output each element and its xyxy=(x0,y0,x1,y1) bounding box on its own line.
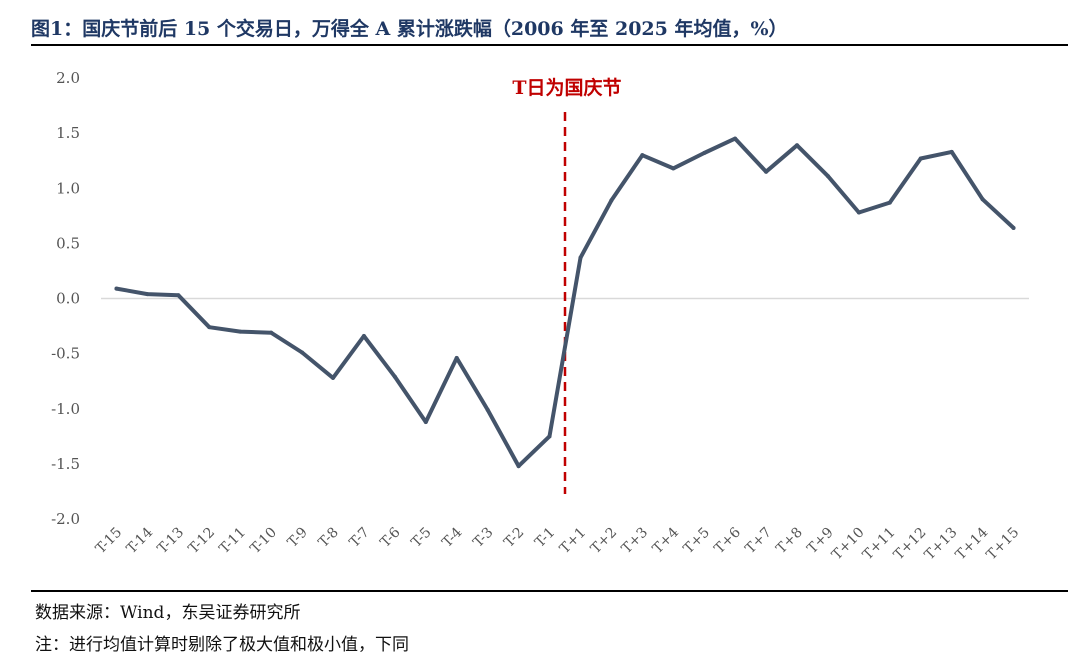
series-line xyxy=(114,136,1016,469)
data-point xyxy=(516,464,521,469)
data-point xyxy=(825,174,830,179)
data-point xyxy=(856,210,861,215)
data-point xyxy=(795,143,799,148)
y-tick-label: 1.0 xyxy=(56,179,80,197)
data-point xyxy=(918,156,923,161)
x-tick-label: T+3 xyxy=(619,525,652,558)
data-point xyxy=(578,255,583,260)
data-point xyxy=(331,375,335,380)
x-tick-label: T-5 xyxy=(408,525,434,551)
x-tick-label: T+15 xyxy=(984,525,1023,564)
y-tick-label: -1.5 xyxy=(51,455,80,473)
data-point xyxy=(454,356,459,361)
x-tick-label: T+7 xyxy=(742,525,775,558)
x-tick-label: T+13 xyxy=(922,525,961,564)
x-tick-label: T+1 xyxy=(557,525,590,558)
x-tick-label: T-6 xyxy=(377,524,403,550)
x-tick-label: T+6 xyxy=(711,524,744,557)
data-point xyxy=(547,434,552,439)
x-tick-label: T+4 xyxy=(650,524,683,557)
data-point xyxy=(887,200,892,205)
x-tick-label: T+10 xyxy=(829,525,868,564)
bottom-divider xyxy=(31,590,1068,592)
data-point xyxy=(114,286,119,291)
x-tick-label: T+5 xyxy=(681,525,714,558)
x-tick-label: T-14 xyxy=(124,524,157,557)
data-point xyxy=(980,197,985,202)
data-source-note: 数据来源：Wind，东吴证券研究所 xyxy=(35,603,301,623)
x-tick-label: T-1 xyxy=(532,525,558,551)
x-tick-label: T+8 xyxy=(773,525,806,558)
y-tick-label: 0.5 xyxy=(56,234,80,252)
y-tick-label: 2.0 xyxy=(56,69,80,87)
data-point xyxy=(238,329,243,334)
data-point xyxy=(207,325,212,330)
x-tick-label: T+14 xyxy=(953,524,992,563)
x-tick-label: T-10 xyxy=(247,525,280,558)
data-point xyxy=(949,149,954,154)
data-point xyxy=(702,150,707,155)
y-tick-label: -2.0 xyxy=(51,510,80,528)
top-divider xyxy=(31,44,1068,46)
x-tick-label: T-8 xyxy=(316,525,342,551)
x-tick-label: T-2 xyxy=(501,525,527,551)
x-tick-label: T-3 xyxy=(470,525,496,551)
x-tick-label: T-15 xyxy=(93,525,126,558)
x-tick-label: T-4 xyxy=(439,524,465,550)
data-point xyxy=(392,374,397,379)
data-point xyxy=(300,350,305,355)
data-point xyxy=(423,419,428,424)
chart-title: 图1：国庆节前后 15 个交易日，万得全 A 累计涨跌幅（2006 年至 202… xyxy=(31,18,788,40)
data-point xyxy=(361,333,366,338)
data-point xyxy=(485,407,490,412)
data-point xyxy=(640,153,645,158)
y-axis-ticks: 2.0 1.5 1.0 0.5 0.0 -0.5 -1.0 -1.5 -2.0 xyxy=(51,69,80,528)
line-chart: 2.0 1.5 1.0 0.5 0.0 -0.5 -1.0 -1.5 -2.0 T-15T-14… xyxy=(51,69,1029,563)
x-axis-ticks: T-15T-14T-13T-12T-11T-10 T-9 T-8 T-7 T-6 T-5 T… xyxy=(93,524,1023,563)
x-tick-label: T+11 xyxy=(860,525,899,564)
x-tick-label: T-12 xyxy=(186,525,219,558)
data-point xyxy=(671,166,676,171)
data-point xyxy=(176,293,181,298)
data-point xyxy=(733,136,738,141)
series-points xyxy=(114,136,1016,469)
t-day-annotation: T日为国庆节 xyxy=(512,76,621,99)
data-point xyxy=(269,330,274,335)
x-tick-label: T-9 xyxy=(285,525,311,551)
y-tick-label: -0.5 xyxy=(51,345,80,363)
y-tick-label: -1.0 xyxy=(51,400,80,418)
y-tick-label: 1.5 xyxy=(56,124,80,142)
footnote: 注：进行均值计算时剔除了极大值和极小值，下同 xyxy=(35,635,409,655)
x-tick-label: T-7 xyxy=(346,525,372,551)
x-tick-label: T+2 xyxy=(588,525,621,558)
x-tick-label: T+12 xyxy=(891,525,930,564)
data-point xyxy=(1011,225,1016,230)
y-tick-label: 0.0 xyxy=(56,290,80,308)
x-tick-label: T-11 xyxy=(216,525,249,558)
data-point xyxy=(764,169,769,174)
x-tick-label: T-13 xyxy=(155,525,188,558)
data-point xyxy=(609,198,614,203)
data-point xyxy=(145,292,150,297)
